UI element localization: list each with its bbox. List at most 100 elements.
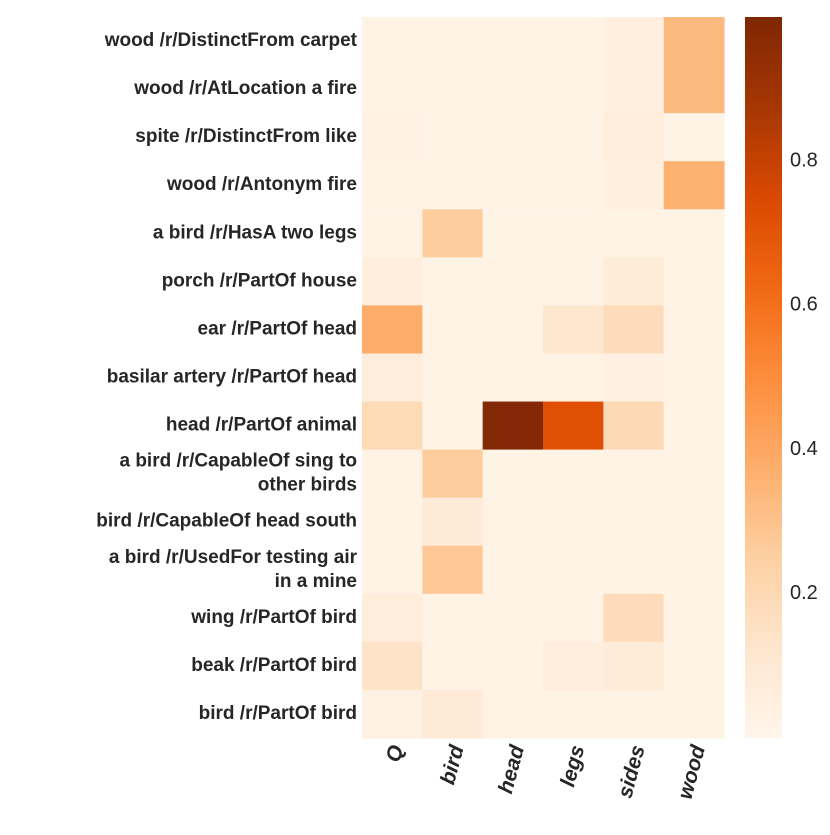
heatmap-cell [482,209,544,258]
heatmap-cell [543,449,604,499]
heatmap-cell [482,689,544,739]
colorbar-gradient [745,17,782,738]
heatmap-cell [663,401,725,451]
y-tick-label-line: a bird /r/CapableOf sing to [119,451,357,472]
heatmap-cell [543,641,604,691]
heatmap-cell [482,353,544,403]
y-tick-label-line: in a mine [275,571,357,592]
heatmap-cell [362,593,423,643]
y-tick-label-line: porch /r/PartOf house [162,270,357,291]
heatmap-cell [663,161,725,210]
heatmap-cell [362,353,423,403]
heatmap-cell [362,209,423,258]
heatmap-cell [422,209,484,258]
heatmap-cell [482,161,544,210]
colorbar-tick-label: 0.2 [790,582,818,604]
heatmap-cell [362,545,423,595]
heatmap-cell [422,113,484,162]
heatmap-cell [543,161,604,210]
heatmap-cell [422,401,484,451]
heatmap-cell [422,305,484,355]
heatmap-cell [543,305,604,355]
colorbar-tick-label: 0.4 [790,438,818,460]
y-tick-label-line: bird /r/CapableOf head south [96,511,357,532]
colorbar: 0.2 0.4 0.6 0.8 [745,17,818,738]
heatmap-cell [603,593,665,643]
heatmap-cell [543,17,604,66]
heatmap-cell [663,545,725,595]
heatmap-cell [543,113,604,162]
heatmap-cell [362,161,423,210]
y-tick-label: beak /r/PartOf bird [191,655,357,676]
heatmap-cell [603,497,665,547]
heatmap-cell [663,65,725,114]
y-tick-label: a bird /r/CapableOf sing to other birds [119,451,357,496]
heatmap-cell [482,545,544,595]
y-tick-label-line: beak /r/PartOf bird [191,655,357,676]
y-tick-label-line: wood /r/AtLocation a fire [133,78,357,99]
heatmap-cell [482,65,544,114]
heatmap-cell [663,689,725,739]
y-tick-label-line: wood /r/DistinctFrom carpet [104,30,358,51]
heatmap-cell [422,593,484,643]
heatmap-cell [482,401,544,451]
y-tick-label: wood /r/AtLocation a fire [133,78,357,99]
heatmap-cell [362,401,423,451]
heatmap-cell [663,641,725,691]
heatmap-cell [422,257,484,306]
heatmap-cell [362,497,423,547]
heatmap-cell [482,449,544,499]
y-tick-label: ear /r/PartOf head [198,318,357,339]
heatmap-cell [663,593,725,643]
heatmap-cell [362,65,423,114]
y-tick-label-line: basilar artery /r/PartOf head [107,367,357,388]
y-tick-label: a bird /r/UsedFor testing air in a mine [109,547,358,592]
y-tick-label: spite /r/DistinctFrom like [135,126,357,147]
heatmap-cell [482,593,544,643]
heatmap-cell [543,497,604,547]
heatmap-cell [543,401,604,451]
heatmap-cell [362,449,423,499]
heatmap-cell [663,113,725,162]
heatmap-cell [482,17,544,66]
heatmap-cell [362,17,423,66]
heatmap-cell [422,497,484,547]
colorbar-tick-label: 0.8 [790,149,818,171]
heatmap-cell [422,17,484,66]
heatmap-cell [603,65,665,114]
heatmap-cell [482,305,544,355]
heatmap-cell [422,545,484,595]
y-tick-label-line: ear /r/PartOf head [198,318,357,339]
heatmap-cell [362,689,423,739]
heatmap-cell [362,113,423,162]
y-tick-label-line: bird /r/PartOf bird [199,703,357,724]
y-tick-label-line: other birds [258,475,357,496]
x-tick-label: head [494,742,529,796]
heatmap-cell [603,449,665,499]
heatmap-cell [603,353,665,403]
heatmap-cell [603,209,665,258]
y-tick-label: wing /r/PartOf bird [190,607,357,628]
heatmap-cell [663,353,725,403]
heatmap-cell [482,497,544,547]
y-tick-label: wood /r/Antonym fire [166,174,357,195]
y-tick-labels: wood /r/DistinctFrom carpet wood /r/AtLoc… [96,30,357,724]
heatmap-cell [362,641,423,691]
heatmap-cell [362,257,423,306]
colorbar-tick-label: 0.6 [790,294,818,316]
y-tick-label: a bird /r/HasA two legs [153,222,357,243]
heatmap-cell [663,209,725,258]
y-tick-label: basilar artery /r/PartOf head [107,367,357,388]
heatmap-cell [603,401,665,451]
y-tick-label-line: spite /r/DistinctFrom like [135,126,357,147]
heatmap-cell [482,257,544,306]
heatmap-cell [422,353,484,403]
x-tick-label: Q [382,743,408,765]
y-tick-label-line: wing /r/PartOf bird [190,607,357,628]
y-tick-label-line: a bird /r/UsedFor testing air [109,547,358,568]
heatmap-cells [362,17,725,739]
heatmap-cell [663,497,725,547]
